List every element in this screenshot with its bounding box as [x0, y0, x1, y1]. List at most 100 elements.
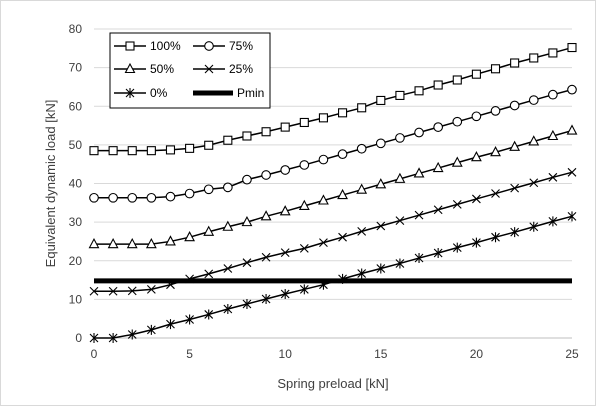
data-point-25pct [548, 172, 558, 182]
data-point-50pct [184, 231, 196, 242]
data-point-50pct [318, 194, 329, 205]
data-point-75pct [509, 100, 520, 111]
data-point-0pct [223, 304, 233, 315]
data-point-75pct [184, 188, 195, 199]
x-tick-label: 0 [91, 347, 98, 361]
data-point-75pct [433, 122, 444, 132]
data-point-0pct [261, 293, 271, 304]
data-point-100pct [185, 143, 195, 153]
data-point-0pct [166, 319, 175, 330]
series-75pct [89, 84, 577, 203]
data-point-0pct [491, 232, 500, 243]
data-point-50pct [528, 135, 540, 146]
data-point-50pct [88, 237, 100, 249]
data-point-75pct [471, 111, 482, 122]
series-group [88, 42, 578, 343]
legend-label: 25% [229, 62, 253, 76]
data-point-50pct [241, 215, 253, 227]
data-point-50pct [222, 220, 234, 231]
x-axis-title: Spring preload [kN] [277, 376, 388, 391]
data-point-50pct [337, 188, 348, 200]
data-point-0pct [185, 314, 194, 325]
x-tick-label: 25 [565, 347, 579, 361]
data-point-0pct [472, 237, 481, 248]
y-tick-label: 80 [69, 22, 83, 36]
data-point-50pct [145, 237, 157, 249]
legend-item-75pct: 75% [193, 39, 253, 53]
data-point-75pct [280, 165, 291, 175]
data-point-0pct [548, 216, 558, 227]
data-point-25pct [395, 216, 405, 225]
data-point-75pct [242, 174, 252, 185]
data-point-25pct [529, 178, 539, 188]
data-point-25pct [146, 284, 156, 294]
data-point-25pct [89, 286, 99, 296]
data-point-25pct [433, 205, 443, 215]
data-point-75pct [356, 143, 367, 154]
data-point-75pct [395, 133, 405, 143]
legend-item-25pct: 25% [193, 62, 253, 76]
data-point-100pct [127, 146, 137, 156]
data-point-75pct [318, 154, 329, 165]
data-point-0pct [146, 324, 156, 335]
legend-label: 0% [150, 86, 168, 100]
data-point-25pct [280, 248, 290, 258]
data-point-75pct [89, 192, 99, 203]
data-point-100pct [318, 113, 328, 123]
data-point-0pct [299, 284, 309, 295]
data-point-100pct [338, 108, 348, 118]
data-point-100pct [261, 127, 271, 137]
data-point-25pct [567, 167, 577, 177]
data-point-100pct [204, 140, 214, 150]
data-point-25pct [223, 264, 233, 273]
data-point-75pct [222, 182, 233, 193]
data-point-0pct [127, 329, 137, 340]
data-point-25pct [376, 221, 386, 231]
data-point-50pct [432, 161, 444, 173]
data-point-0pct [242, 299, 252, 310]
data-point-50pct [547, 129, 559, 141]
y-axis-title: Equivalent dynamic load [kN] [43, 100, 58, 268]
data-point-100pct [452, 75, 462, 85]
data-point-25pct [242, 258, 252, 268]
data-point-0pct [452, 242, 462, 253]
y-tick-label: 20 [69, 254, 83, 268]
data-point-100pct [242, 131, 252, 141]
data-point-25pct [261, 252, 271, 262]
series-25pct [89, 167, 577, 296]
legend-item-0pct: 0% [114, 86, 168, 100]
data-point-0pct [395, 258, 405, 269]
data-point-50pct [490, 146, 501, 157]
data-point-100pct [357, 103, 367, 113]
y-tick-label: 50 [69, 138, 83, 152]
x-tick-label: 10 [279, 347, 293, 361]
series-100pct [89, 42, 577, 156]
data-point-0pct [414, 253, 424, 264]
data-point-75pct [108, 192, 118, 203]
data-point-75pct [337, 149, 348, 159]
legend-label: 50% [150, 62, 174, 76]
legend: 100% 75% 50% 25% 0% Pmin [109, 32, 271, 109]
data-point-50pct [356, 183, 368, 194]
legend-item-100pct: 100% [114, 39, 181, 53]
data-point-75pct [452, 116, 463, 127]
data-point-0pct [376, 263, 386, 274]
data-point-75pct [203, 184, 214, 195]
data-point-75pct [375, 138, 386, 149]
legend-marker-100pct [125, 41, 135, 51]
series-50pct [88, 124, 578, 249]
data-point-100pct [414, 86, 424, 96]
data-point-100pct [165, 145, 176, 155]
series-line-50pct [94, 129, 573, 245]
data-point-25pct [338, 232, 347, 242]
data-point-50pct [260, 210, 272, 221]
x-tick-label: 15 [374, 347, 388, 361]
data-point-0pct [510, 227, 520, 238]
y-tick-label: 10 [69, 292, 83, 306]
legend-item-pmin: Pmin [193, 86, 264, 100]
legend-marker-25pct [204, 64, 214, 74]
data-point-0pct [108, 333, 118, 343]
data-point-100pct [376, 95, 386, 106]
data-point-0pct [89, 333, 99, 343]
